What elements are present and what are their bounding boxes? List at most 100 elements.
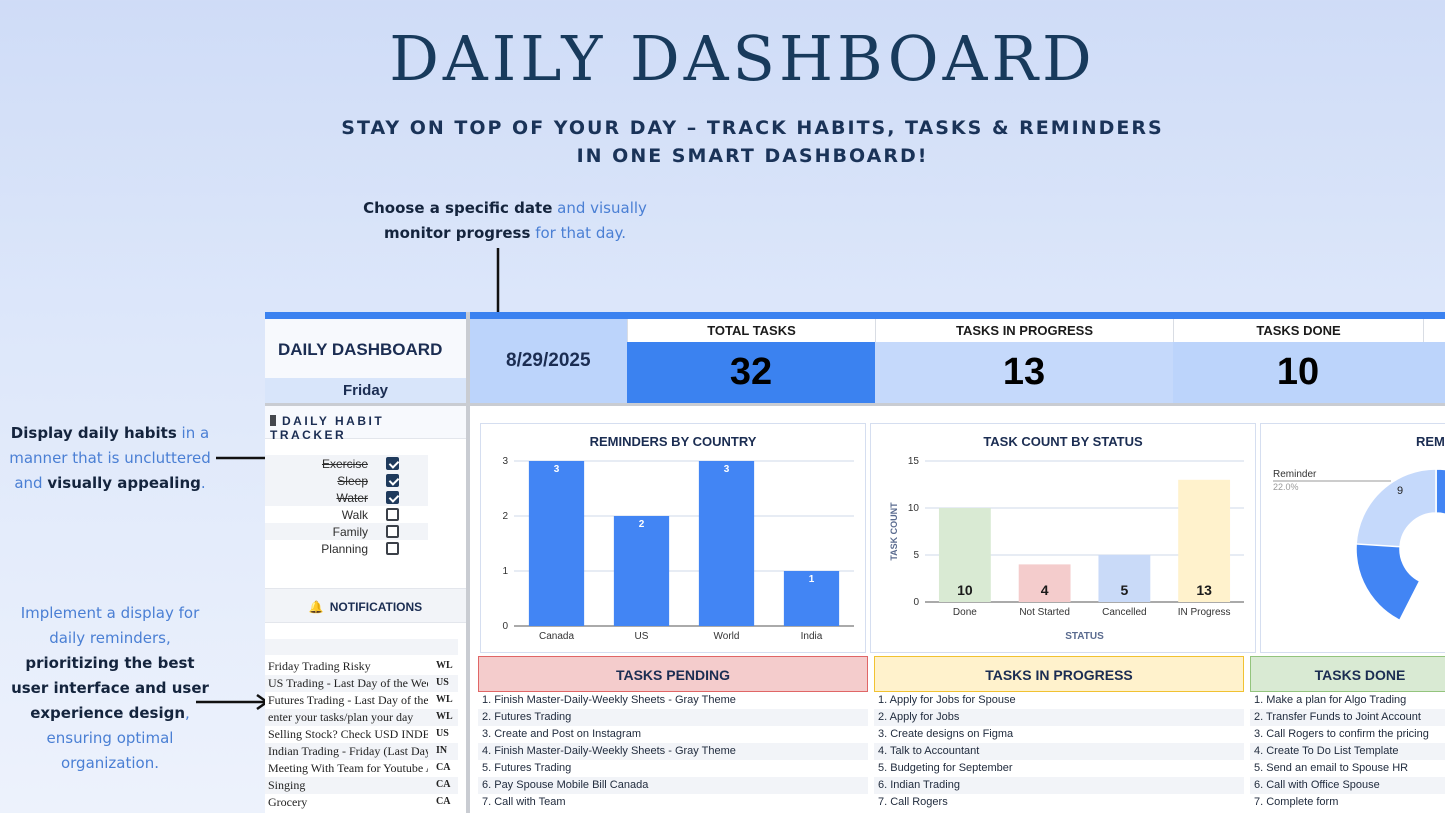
habit-checkbox[interactable] [386, 508, 399, 521]
habit-name: Exercise [321, 457, 368, 471]
habit-checkbox[interactable] [386, 457, 399, 470]
task-list-header: TASKS DONE [1250, 656, 1445, 692]
page-title: DAILY DASHBOARD [389, 22, 1096, 95]
bar [938, 508, 991, 602]
pie-slice [1435, 468, 1445, 515]
chart-title: REMINDERS BY COUNTRY [589, 434, 757, 449]
annotation-date-bold-1: Choose a specific date [363, 199, 553, 217]
x-axis-label: STATUS [1065, 631, 1104, 642]
notification-item: Singing CA [265, 777, 458, 794]
habit-tracker-title: DAILY HABIT TRACKER [270, 414, 385, 442]
notification-text: Grocery [268, 795, 308, 809]
y-axis-label: TASK COUNT [889, 502, 899, 561]
arrow-right-icon [196, 693, 270, 711]
bar [528, 461, 585, 626]
task-item: 6. Indian Trading [874, 777, 1244, 794]
chart-title: REMINDER [1416, 434, 1445, 449]
data-label: 13 [1196, 582, 1212, 598]
notification-code: CA [436, 779, 451, 790]
bar [1018, 564, 1071, 602]
x-tick-label: Not Started [1019, 607, 1070, 618]
habit-name: Water [336, 491, 368, 505]
habit-row: Walk [265, 506, 428, 523]
task-item: 5. Send an email to Spouse HR [1254, 762, 1409, 774]
notification-text: Selling Stock? Check USD INDEX [268, 727, 428, 741]
data-label: 4 [1041, 582, 1049, 598]
task-item: 7. Call Rogers [878, 796, 948, 808]
kpi-in-progress-value: 13 [875, 342, 1173, 403]
notification-blank-row [265, 639, 458, 655]
task-item: 6. Pay Spouse Mobile Bill Canada [478, 777, 868, 794]
kpi-total-tasks-value: 32 [627, 342, 875, 403]
pie-label: Reminder [1273, 469, 1317, 480]
task-item: 7. Call with Team [482, 796, 566, 808]
data-label: 2 [639, 519, 645, 530]
date-picker-cell[interactable]: 8/29/2025 [470, 319, 627, 403]
x-tick-label: US [635, 631, 649, 642]
data-label: 3 [554, 464, 560, 475]
task-item: 2. Apply for Jobs [874, 709, 1244, 726]
notifications-title: NOTIFICATIONS [329, 600, 423, 614]
notifications-header: 🔔 NOTIFICATIONS [265, 588, 466, 623]
habit-checkbox[interactable] [386, 474, 399, 487]
sheet-title: DAILY DASHBOARD [265, 319, 466, 378]
x-tick-label: India [801, 631, 823, 642]
annotation-notif-bold-1: prioritizing the best user interface and… [11, 654, 209, 722]
annotation-habits-text-1: in a manner that is uncluttered and [9, 424, 211, 492]
y-tick-label: 1 [502, 566, 508, 577]
habit-checkbox[interactable] [386, 491, 399, 504]
bell-icon: 🔔 [308, 600, 324, 614]
x-tick-label: Canada [539, 631, 574, 642]
kpi-in-progress-label: TASKS IN PROGRESS [875, 319, 1173, 342]
data-label: 3 [724, 464, 730, 475]
y-tick-label: 10 [908, 503, 920, 514]
notification-text: Indian Trading - Friday (Last Day) [268, 744, 428, 758]
kpi-done-label: TASKS DONE [1173, 319, 1423, 342]
notification-item: enter your tasks/plan your day WL [265, 709, 458, 726]
notification-text: Friday Trading Risky [268, 659, 371, 673]
page-subtitle: STAY ON TOP OF YOUR DAY – TRACK HABITS, … [0, 114, 1445, 170]
notification-text: enter your tasks/plan your day [268, 710, 414, 724]
pie-value: 9 [1397, 485, 1403, 497]
habit-name: Planning [321, 542, 368, 556]
x-tick-label: World [714, 631, 740, 642]
task-item: 3. Create designs on Figma [878, 728, 1014, 740]
row-divider [265, 403, 1445, 406]
pie-slice [1355, 468, 1437, 548]
task-item: 4. Create To Do List Template [1250, 743, 1445, 760]
sheet-top-bar [265, 312, 1445, 319]
bar [698, 461, 755, 626]
habit-checkbox[interactable] [386, 525, 399, 538]
task-item: 7. Complete form [1254, 796, 1339, 808]
chart-title: TASK COUNT BY STATUS [983, 434, 1143, 449]
x-tick-label: IN Progress [1178, 607, 1231, 618]
habit-checkbox[interactable] [386, 542, 399, 555]
task-item: 2. Futures Trading [478, 709, 868, 726]
annotation-habits: Display daily habits in a manner that is… [5, 421, 215, 496]
notification-item: Indian Trading - Friday (Last Day) IN [265, 743, 458, 760]
data-label: 10 [957, 582, 973, 598]
task-list-header: TASKS IN PROGRESS [874, 656, 1244, 692]
chart-reminders-svg: 0 1 2 3 3 Canada 2 US 3 World 1 India [502, 456, 854, 642]
notification-code: US [436, 677, 449, 688]
chart-reminders-by-country: REMINDERS BY COUNTRY 0 1 2 3 3 Canada 2 US 3 Worl… [480, 423, 866, 653]
x-tick-label: Done [953, 607, 977, 618]
chart-task-count-by-status: TASK COUNT BY STATUS 0 5 10 15 10 Done 4 Not St… [870, 423, 1256, 653]
task-item: 5. Futures Trading [482, 762, 572, 774]
notification-code: CA [436, 762, 451, 773]
kpi-total-tasks-label: TOTAL TASKS [627, 319, 875, 342]
habit-row: Family [265, 523, 428, 540]
annotation-habits-bold-1: Display daily habits [10, 424, 177, 442]
notification-text: Meeting With Team for Youtube A [268, 761, 428, 775]
chart-pie-svg: Reminder 22.0% 9 [1273, 468, 1445, 622]
annotation-date-bold-2: monitor progress [383, 224, 531, 242]
kpi-next-value [1423, 342, 1445, 403]
data-label: 5 [1120, 582, 1128, 598]
notification-item: Friday Trading Risky WL [265, 658, 458, 675]
annotation-habits-text-2: . [200, 474, 206, 492]
notification-item: US Trading - Last Day of the Week US [265, 675, 458, 692]
subtitle-line-1: STAY ON TOP OF YOUR DAY – TRACK HABITS, … [341, 117, 1164, 139]
chart-status-svg: 0 5 10 15 10 Done 4 Not Started 5 Cancelled 13 IN P… [889, 456, 1244, 642]
annotation-notif-text-1: Implement a display for daily reminders, [20, 604, 200, 647]
annotation-notifications: Implement a display for daily reminders,… [5, 601, 215, 776]
